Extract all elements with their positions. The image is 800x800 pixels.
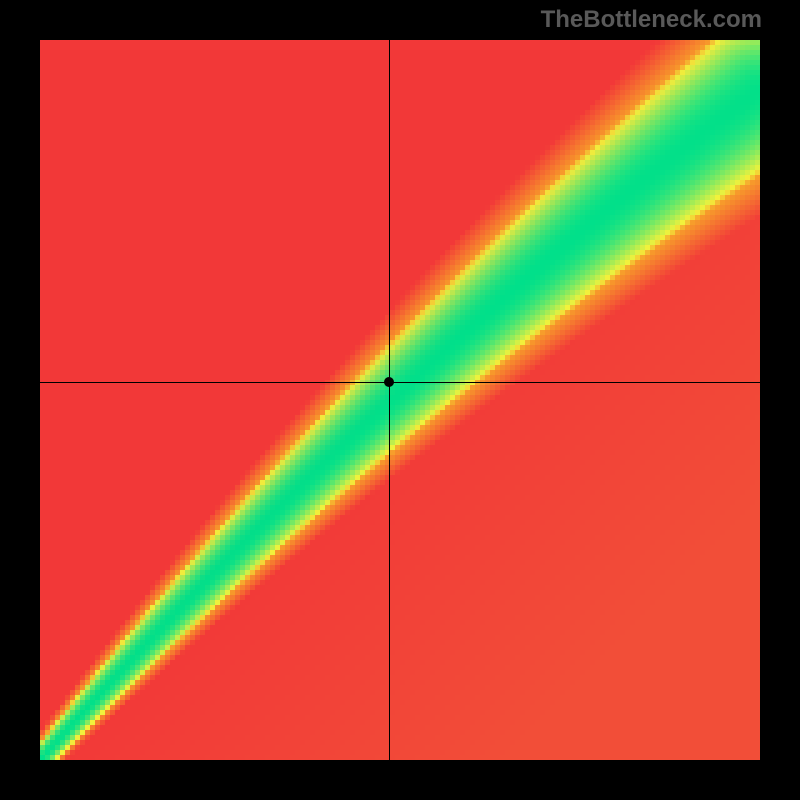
crosshair-marker [384, 377, 394, 387]
chart-container: TheBottleneck.com [0, 0, 800, 800]
crosshair-horizontal [40, 382, 760, 383]
bottleneck-heatmap [40, 40, 760, 760]
watermark-text: TheBottleneck.com [541, 6, 762, 34]
crosshair-vertical [389, 40, 390, 760]
